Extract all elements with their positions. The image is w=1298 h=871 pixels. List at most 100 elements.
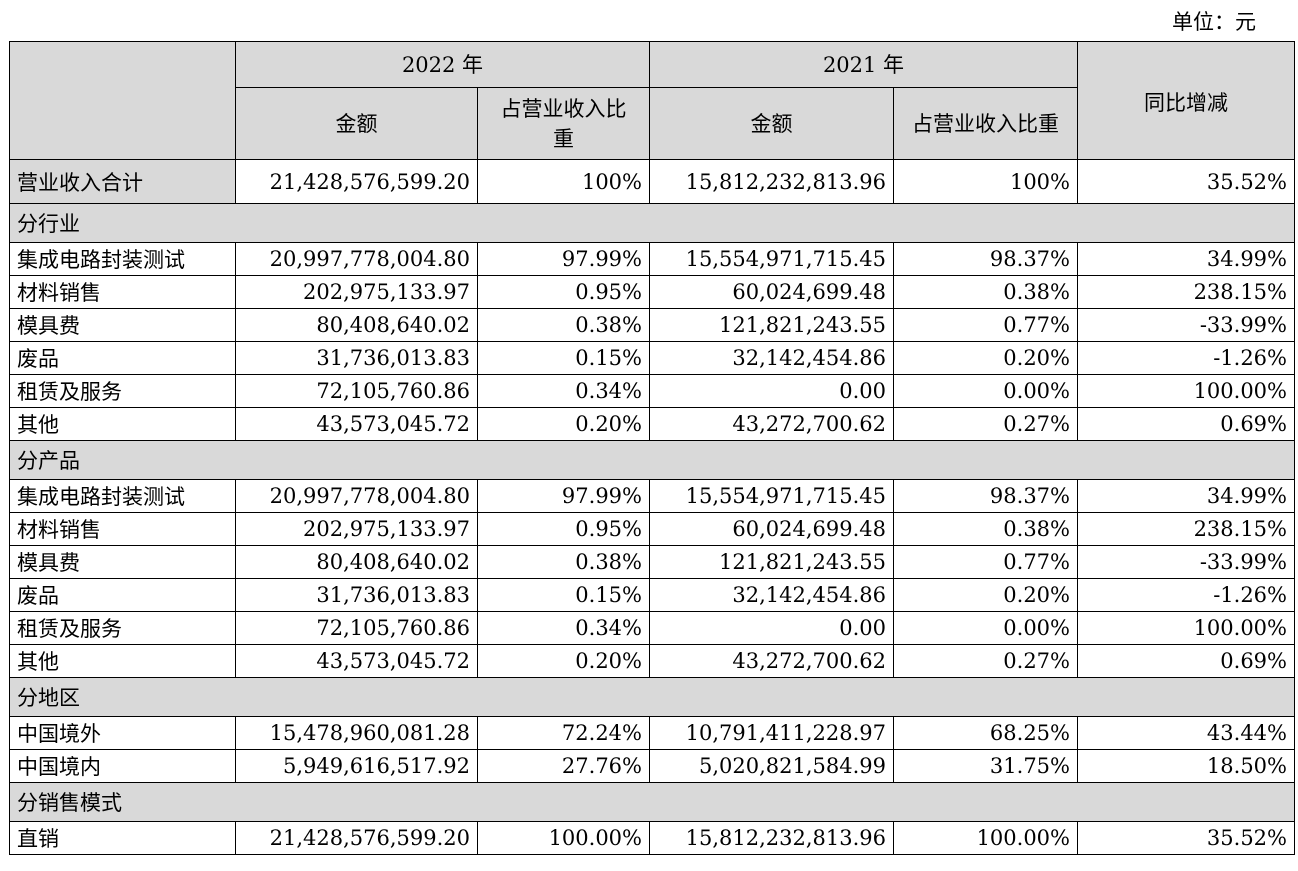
cell-amount-2022: 72,105,760.86 [235,611,478,645]
total-amount-2022: 21,428,576,599.20 [235,159,478,204]
header-year-2021: 2021 年 [649,41,1078,88]
cell-yoy: 238.15% [1077,275,1295,309]
section-label-industry: 分行业 [9,203,1295,243]
cell-ratio-2022: 0.95% [477,275,650,309]
cell-amount-2022: 43,573,045.72 [235,644,478,678]
table-row: 租赁及服务 72,105,760.86 0.34% 0.00 0.00% 100.00% [9,374,1295,408]
cell-ratio-2022: 97.99% [477,479,650,513]
cell-amount-2021: 60,024,699.48 [649,275,894,309]
cell-amount-2022: 5,949,616,517.92 [235,749,478,783]
row-label: 其他 [9,407,236,441]
cell-ratio-2021: 0.77% [893,308,1078,342]
cell-ratio-2022: 100.00% [477,821,650,855]
section-label-sales-mode: 分销售模式 [9,782,1295,822]
total-label: 营业收入合计 [9,159,236,204]
table-row: 其他 43,573,045.72 0.20% 43,272,700.62 0.27% 0.… [9,644,1295,678]
cell-yoy: 0.69% [1077,407,1295,441]
cell-yoy: 34.99% [1077,479,1295,513]
cell-yoy: -33.99% [1077,308,1295,342]
cell-yoy: -1.26% [1077,578,1295,612]
cell-ratio-2021: 68.25% [893,716,1078,750]
cell-ratio-2021: 100.00% [893,821,1078,855]
cell-amount-2021: 15,554,971,715.45 [649,479,894,513]
cell-amount-2022: 31,736,013.83 [235,341,478,375]
cell-ratio-2021: 0.20% [893,578,1078,612]
table-row: 废品 31,736,013.83 0.15% 32,142,454.86 0.20% -1… [9,341,1295,375]
table-row: 模具费 80,408,640.02 0.38% 121,821,243.55 0.77%… [9,308,1295,342]
table-row: 材料销售 202,975,133.97 0.95% 60,024,699.48 0.38… [9,512,1295,546]
header-yoy-label: 同比增减 [1144,91,1228,115]
cell-amount-2022: 21,428,576,599.20 [235,821,478,855]
cell-amount-2022: 20,997,778,004.80 [235,242,478,276]
cell-amount-2021: 0.00 [649,611,894,645]
row-label: 模具费 [9,308,236,342]
cell-ratio-2021: 0.27% [893,407,1078,441]
row-label: 其他 [9,644,236,678]
cell-amount-2021: 10,791,411,228.97 [649,716,894,750]
row-label: 材料销售 [9,512,236,546]
cell-ratio-2022: 0.38% [477,308,650,342]
cell-ratio-2021: 0.77% [893,545,1078,579]
cell-amount-2021: 121,821,243.55 [649,308,894,342]
row-label: 废品 [9,341,236,375]
section-row-product: 分产品 [9,440,1295,480]
cell-ratio-2021: 0.00% [893,611,1078,645]
total-ratio-2021: 100% [893,159,1078,204]
cell-ratio-2021: 0.38% [893,275,1078,309]
cell-amount-2022: 80,408,640.02 [235,308,478,342]
cell-ratio-2022: 0.20% [477,644,650,678]
cell-ratio-2022: 27.76% [477,749,650,783]
row-label: 中国境内 [9,749,236,783]
cell-ratio-2022: 72.24% [477,716,650,750]
cell-amount-2021: 15,554,971,715.45 [649,242,894,276]
cell-ratio-2022: 97.99% [477,242,650,276]
table-row: 模具费 80,408,640.02 0.38% 121,821,243.55 0.77%… [9,545,1295,579]
cell-yoy: 100.00% [1077,611,1295,645]
cell-ratio-2022: 0.15% [477,341,650,375]
cell-ratio-2021: 98.37% [893,479,1078,513]
cell-amount-2022: 72,105,760.86 [235,374,478,408]
header-blank-cell [9,41,236,160]
cell-amount-2021: 121,821,243.55 [649,545,894,579]
header-ratio-2022: 占营业收入比重 [477,87,650,160]
cell-amount-2022: 202,975,133.97 [235,512,478,546]
cell-amount-2021: 43,272,700.62 [649,407,894,441]
header-yoy: 同比增减 [1077,41,1295,160]
row-label: 租赁及服务 [9,374,236,408]
cell-amount-2022: 202,975,133.97 [235,275,478,309]
row-label: 租赁及服务 [9,611,236,645]
unit-label: 单位：元 [1172,10,1256,34]
cell-ratio-2022: 0.20% [477,407,650,441]
section-label-region: 分地区 [9,677,1295,717]
cell-ratio-2021: 0.20% [893,341,1078,375]
table-row: 中国境外 15,478,960,081.28 72.24% 10,791,411,22… [9,716,1295,750]
cell-amount-2021: 32,142,454.86 [649,341,894,375]
section-label-product: 分产品 [9,440,1295,480]
section-row-sales-mode: 分销售模式 [9,782,1295,822]
cell-amount-2021: 0.00 [649,374,894,408]
table-row: 废品 31,736,013.83 0.15% 32,142,454.86 0.20% -1… [9,578,1295,612]
cell-yoy: 35.52% [1077,821,1295,855]
row-label: 材料销售 [9,275,236,309]
cell-yoy: 0.69% [1077,644,1295,678]
section-row-industry: 分行业 [9,203,1295,243]
cell-ratio-2021: 98.37% [893,242,1078,276]
cell-amount-2022: 80,408,640.02 [235,545,478,579]
cell-ratio-2021: 0.27% [893,644,1078,678]
row-label: 集成电路封装测试 [9,242,236,276]
cell-amount-2022: 15,478,960,081.28 [235,716,478,750]
cell-yoy: -33.99% [1077,545,1295,579]
cell-ratio-2021: 0.00% [893,374,1078,408]
header-year-2022: 2022 年 [235,41,650,88]
cell-ratio-2021: 31.75% [893,749,1078,783]
table-row: 直销 21,428,576,599.20 100.00% 15,812,232,813… [9,821,1295,855]
row-label: 中国境外 [9,716,236,750]
cell-yoy: 43.44% [1077,716,1295,750]
cell-amount-2021: 32,142,454.86 [649,578,894,612]
total-yoy: 35.52% [1077,159,1295,204]
cell-ratio-2022: 0.34% [477,374,650,408]
cell-yoy: 34.99% [1077,242,1295,276]
table-row: 租赁及服务 72,105,760.86 0.34% 0.00 0.00% 100.00% [9,611,1295,645]
table-row: 中国境内 5,949,616,517.92 27.76% 5,020,821,584.… [9,749,1295,783]
header-row-columns: 金额 占营业收入比重 金额 占营业收入比重 [10,87,1295,160]
